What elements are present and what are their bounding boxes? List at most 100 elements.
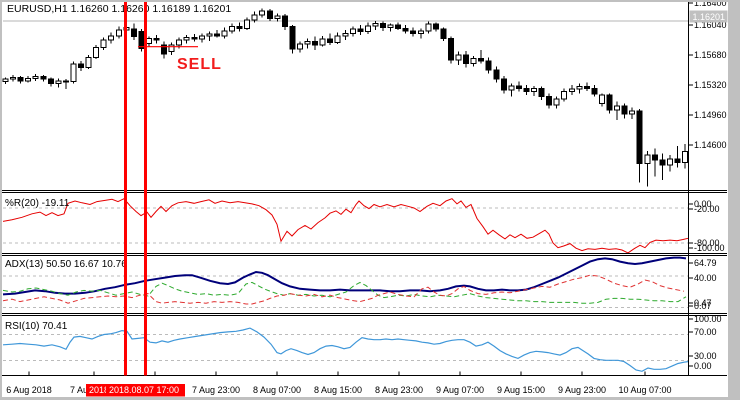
candle-body [470,57,477,64]
candle-body [10,77,17,80]
candle-body [425,23,432,32]
candle-body [108,35,115,41]
vline-time-tag-2-text: 2018.08.07 17:00 [109,385,179,395]
candle-body [206,33,213,37]
candle-body [674,158,681,163]
candle-body [440,28,447,39]
candle-body [319,38,326,46]
indicator-scale-label: 0.47 [694,298,712,308]
indicator-scale-label: 64.79 [694,258,717,268]
candle-body [432,23,439,30]
candle-body [349,28,356,34]
candle-body [266,10,273,19]
candle-body [357,28,364,33]
candle-body [55,80,62,84]
candle-body [342,32,349,37]
candle-body [198,35,205,40]
candle-body [614,105,620,111]
sell-annotation[interactable]: SELL [177,56,222,73]
time-axis-label: 9 Aug 07:00 [436,385,484,395]
candle-body [621,105,628,115]
minus-di-line [2,274,685,305]
price-axis[interactable]: 1.16400 1.16040 1.15680 1.15320 1.14960 1.146… [688,0,727,371]
time-axis-label: 8 Aug 15:00 [314,385,362,395]
candle-body [244,19,251,29]
candle-body [387,24,394,28]
current-price-tag: 1.16201 [689,10,728,23]
current-price-tag-bg [689,10,728,23]
candle-body [251,14,258,21]
time-axis-label: 8 Aug 23:00 [375,385,423,395]
price-axis-label: 1.16040 [694,20,727,30]
price-axis-label: 1.14600 [694,140,727,150]
candle-body [538,87,545,98]
chart-objects[interactable] [124,2,199,376]
indicator-scale-label: 40.00 [694,273,717,283]
indicator-scale-label: -80.00 [694,238,720,248]
price-axis-label: 1.16400 [694,0,727,8]
candle-body [478,57,485,62]
candle-body [115,29,122,37]
candle-body [606,94,613,111]
candle-body [455,54,462,61]
indicator-title-rsi: RSI(10) 70.41 [5,321,68,332]
candle-body [312,41,319,46]
candle-body [576,86,583,90]
candle-body [417,30,424,34]
ohlc-title: EURUSD,H1 1.16260 1.16260 1.16189 1.1620… [7,3,231,15]
candle-body [17,77,24,82]
candle-body [327,38,334,44]
candle-body [2,78,9,83]
candle-body [93,47,100,58]
candle-body [334,35,341,43]
candle-body [213,33,220,37]
candle-body [395,24,402,29]
candle-body [493,69,500,80]
candle-body [100,39,107,48]
current-price-value: 1.16201 [693,12,726,22]
candle-body [651,154,658,161]
price-axis-label: 1.15680 [694,50,727,60]
price-axis-label: 1.14960 [694,110,727,120]
percent-r-line [2,198,689,254]
candle-body [372,22,379,27]
indicator-scale-label: -100.00 [694,243,725,253]
vline-time-tag-2-bg [106,384,185,397]
indicator-scale-label: 0.00 [694,361,712,371]
candle-body [500,78,507,91]
candle-body [183,37,190,41]
indicator-scale-label: 0.07 [694,301,712,311]
candle-body [636,110,643,164]
time-axis-label: 7 Aug 23:00 [192,385,240,395]
vline-time-tag-2[interactable]: 2018.08.07 17:00 [106,384,185,397]
candle-body [364,25,371,33]
candle-body [221,30,228,37]
indicator-scale-label: 0.00 [694,199,712,209]
candle-body [153,37,160,41]
candle-body [138,31,145,49]
indicator-title-percent-r: %R(20) -19.11 [5,198,70,209]
candle-body [568,88,575,93]
adx-line [2,256,687,296]
candle-body [508,85,515,91]
indicator-scale-label: 100.00 [694,314,722,324]
candle-body [546,96,553,106]
candle-body [145,37,152,44]
candle-body [40,76,47,80]
candle-body [410,30,417,34]
candle-body [523,87,530,93]
candle-body [666,158,673,166]
candle-body [644,154,651,164]
candle-body [629,110,636,115]
candlesticks [2,8,688,187]
price-axis-label: 1.15320 [694,80,727,90]
candle-body [281,15,288,28]
candle-body [682,151,688,163]
candle-body [380,22,386,28]
indicator-title-adx: ADX(13) 50.50 16.67 10.76 [5,259,127,270]
candle-body [289,26,296,50]
candle-body [259,10,266,16]
candle-body [591,87,598,95]
time-axis-label: 9 Aug 15:00 [497,385,545,395]
